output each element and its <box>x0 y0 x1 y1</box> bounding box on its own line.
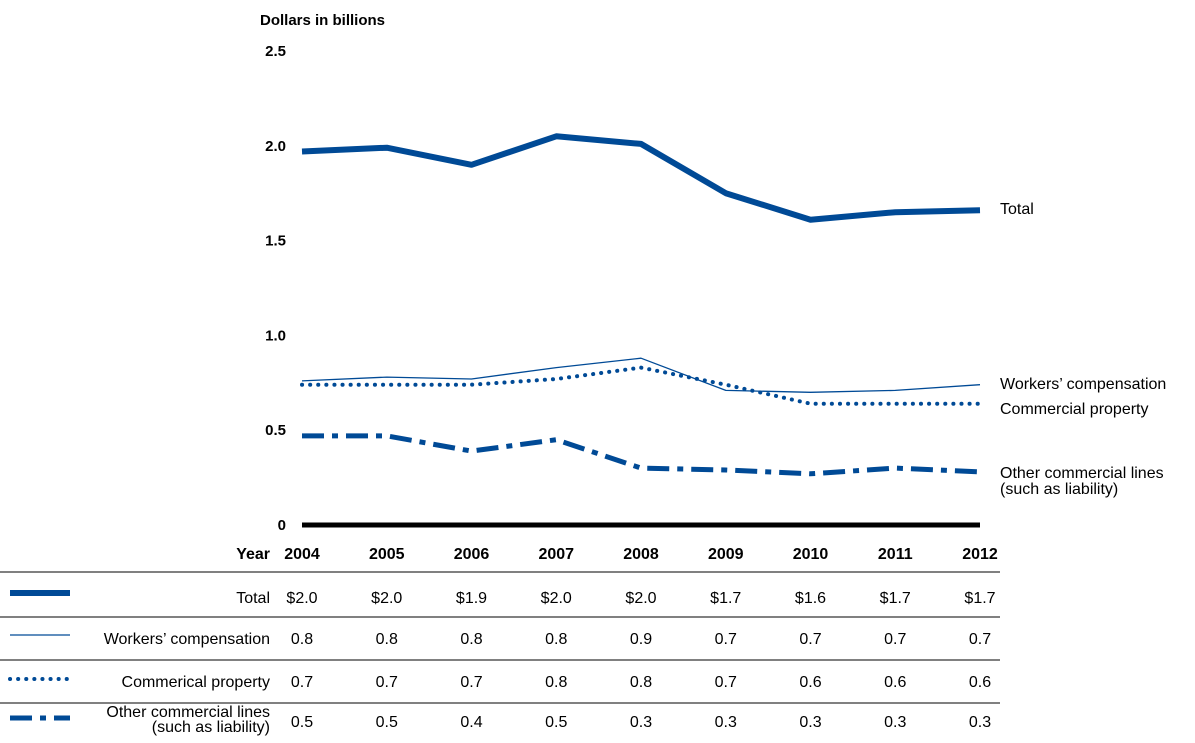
x-tick-label: 2006 <box>454 546 490 563</box>
y-tick-label: 1.0 <box>265 327 286 344</box>
table-cell-other: 0.3 <box>715 714 737 731</box>
table-cell-property: 0.7 <box>291 674 313 691</box>
x-tick-label: 2007 <box>538 546 574 563</box>
table-cell-workers: 0.7 <box>884 631 906 648</box>
table-cell-total: $2.0 <box>541 590 572 607</box>
table-cell-total: $1.9 <box>456 590 487 607</box>
table-row-label-other: (such as liability) <box>152 719 270 736</box>
table-cell-property: 0.8 <box>630 674 652 691</box>
table-cell-workers: 0.7 <box>799 631 821 648</box>
table-cell-total: $2.0 <box>625 590 656 607</box>
table-cell-total: $1.7 <box>964 590 995 607</box>
table-cell-workers: 0.8 <box>376 631 398 648</box>
table-row-label-total: Total <box>236 590 270 607</box>
table-cell-total: $1.7 <box>880 590 911 607</box>
table-cell-other: 0.5 <box>376 714 398 731</box>
series-line-total <box>302 136 980 219</box>
x-tick-label: 2004 <box>284 546 320 563</box>
y-tick-label: 0.5 <box>265 422 286 439</box>
series-label-property: Commercial property <box>1000 401 1148 418</box>
table-cell-other: 0.4 <box>460 714 482 731</box>
y-tick-label: 2.0 <box>265 138 286 155</box>
table-cell-total: $1.6 <box>795 590 826 607</box>
x-tick-label: 2012 <box>962 546 998 563</box>
table-cell-other: 0.3 <box>799 714 821 731</box>
series-label-other: (such as liability) <box>1000 481 1118 498</box>
table-cell-property: 0.6 <box>969 674 991 691</box>
table-cell-workers: 0.8 <box>291 631 313 648</box>
table-cell-other: 0.5 <box>291 714 313 731</box>
series-line-property <box>302 368 980 404</box>
table-cell-property: 0.6 <box>884 674 906 691</box>
table-cell-workers: 0.8 <box>460 631 482 648</box>
series-line-other <box>302 436 980 474</box>
x-tick-label: 2005 <box>369 546 405 563</box>
series-label-workers: Workers’ compensation <box>1000 376 1166 393</box>
x-tick-label: 2008 <box>623 546 659 563</box>
table-cell-other: 0.5 <box>545 714 567 731</box>
table-cell-other: 0.3 <box>969 714 991 731</box>
table-cell-workers: 0.8 <box>545 631 567 648</box>
y-tick-label: 0 <box>278 517 286 534</box>
table-cell-other: 0.3 <box>884 714 906 731</box>
table-cell-property: 0.6 <box>799 674 821 691</box>
table-cell-workers: 0.7 <box>969 631 991 648</box>
table-row-label-property: Commerical property <box>122 674 270 691</box>
table-cell-property: 0.7 <box>715 674 737 691</box>
series-line-workers <box>302 358 980 392</box>
table-cell-other: 0.3 <box>630 714 652 731</box>
y-tick-label: 1.5 <box>265 233 286 250</box>
y-tick-label: 2.5 <box>265 43 286 60</box>
series-label-other: Other commercial lines <box>1000 465 1164 482</box>
x-tick-label: 2010 <box>793 546 829 563</box>
x-tick-label: 2009 <box>708 546 744 563</box>
table-cell-workers: 0.9 <box>630 631 652 648</box>
table-cell-total: $2.0 <box>286 590 317 607</box>
table-cell-workers: 0.7 <box>715 631 737 648</box>
y-axis-title: Dollars in billions <box>260 12 385 29</box>
table-header-year: Year <box>236 546 270 563</box>
table-cell-total: $2.0 <box>371 590 402 607</box>
table-cell-property: 0.8 <box>545 674 567 691</box>
table-cell-property: 0.7 <box>376 674 398 691</box>
x-tick-label: 2011 <box>878 546 913 563</box>
table-row-label-workers: Workers’ compensation <box>104 631 270 648</box>
table-cell-property: 0.7 <box>460 674 482 691</box>
series-label-total: Total <box>1000 201 1034 218</box>
table-cell-total: $1.7 <box>710 590 741 607</box>
